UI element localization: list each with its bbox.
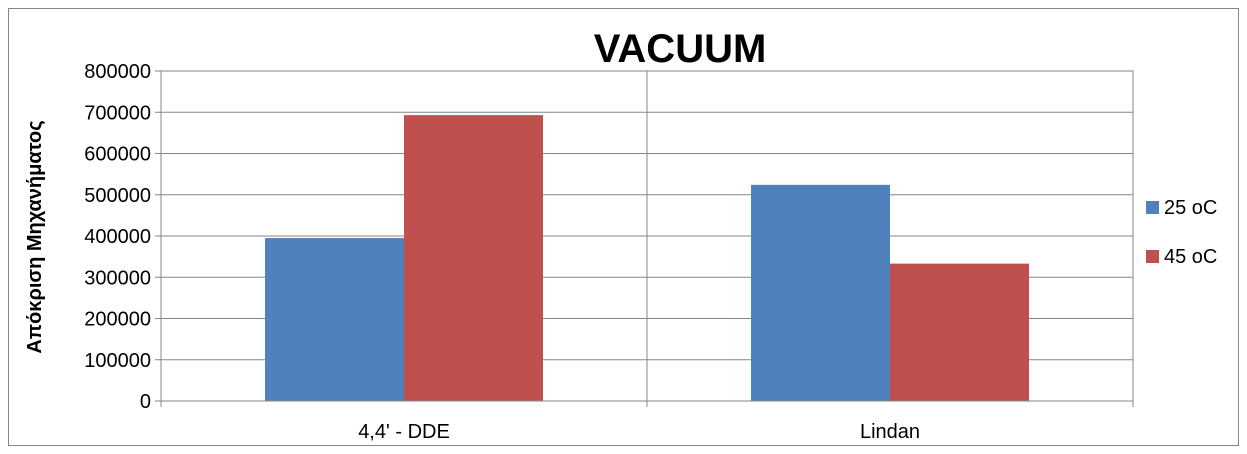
x-tick-label: Lindan <box>860 421 920 443</box>
chart-frame <box>8 8 1239 446</box>
y-tick-label: 300000 <box>84 267 151 289</box>
y-axis-label: Απόκριση Μηχανήματος <box>24 120 46 353</box>
bar-series2 <box>890 263 1029 401</box>
y-tick-label: 200000 <box>84 309 151 331</box>
y-tick-label: 100000 <box>84 350 151 372</box>
bar-series1 <box>751 184 890 401</box>
legend: 25 oC 45 oC <box>1146 197 1217 268</box>
y-tick-label: 500000 <box>84 185 151 207</box>
legend-swatch <box>1146 250 1159 263</box>
chart-title: VACUUM <box>594 27 767 71</box>
bar-series1 <box>265 238 404 401</box>
legend-label: 25 oC <box>1164 197 1217 219</box>
y-tick-label: 800000 <box>84 61 151 83</box>
y-tick-label: 400000 <box>84 226 151 248</box>
y-tick-label: 700000 <box>84 102 151 124</box>
x-tick-label: 4,4' - DDE <box>358 421 450 443</box>
bars-layer <box>265 115 1029 401</box>
y-tick-label: 600000 <box>84 144 151 166</box>
bar-series2 <box>404 115 543 401</box>
axes-layer: 0 100000 200000 300000 400000 500000 600000 700… <box>84 61 1134 443</box>
legend-label: 45 oC <box>1164 246 1217 268</box>
legend-swatch <box>1146 201 1159 214</box>
y-tick-label: 0 <box>140 391 151 413</box>
